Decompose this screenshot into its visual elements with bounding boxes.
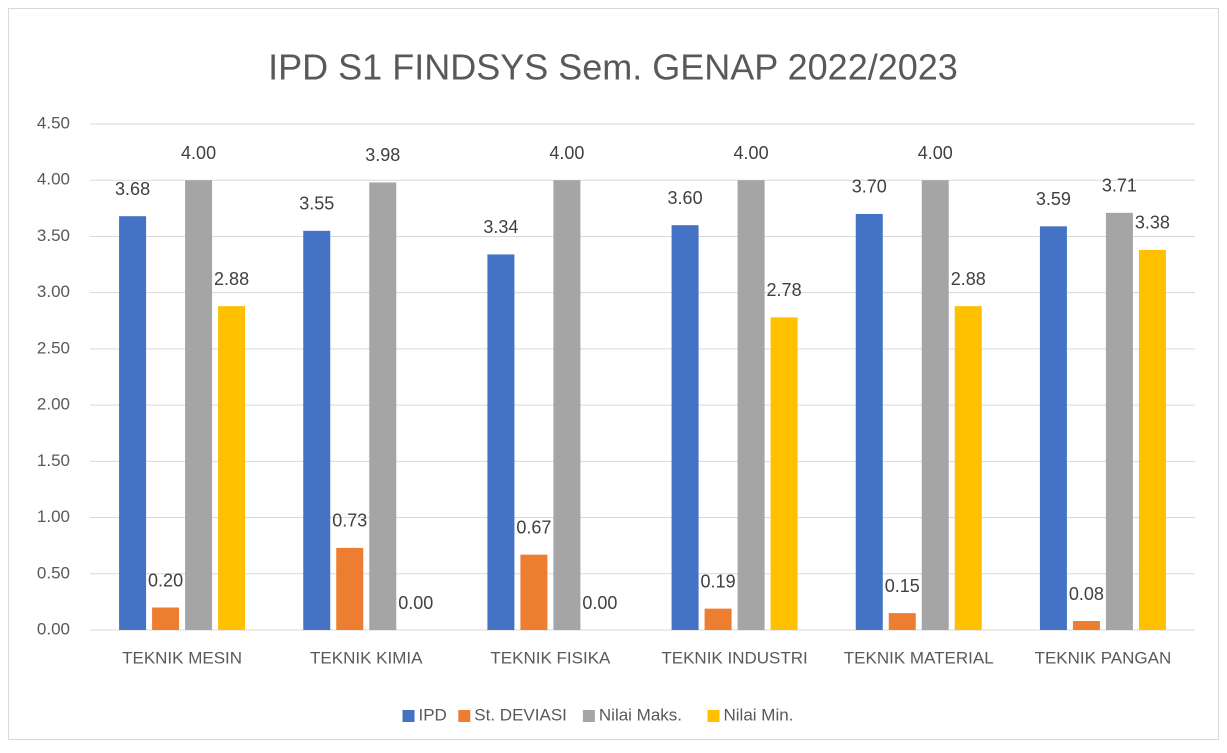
data-label: 4.00 <box>549 143 584 163</box>
legend-label: IPD <box>419 705 447 724</box>
data-label: 2.88 <box>951 269 986 289</box>
bar <box>520 554 548 630</box>
y-tick-label: 2.00 <box>37 395 70 414</box>
chart-title: IPD S1 FINDSYS Sem. GENAP 2022/2023 <box>268 47 958 88</box>
x-tick-label: TEKNIK PANGAN <box>1035 648 1172 667</box>
data-label: 2.88 <box>214 269 249 289</box>
data-label: 4.00 <box>918 143 953 163</box>
bar <box>671 225 699 630</box>
y-tick-label: 0.50 <box>37 563 70 582</box>
bar <box>553 180 581 630</box>
bar <box>855 213 883 630</box>
bar <box>218 306 246 630</box>
data-label: 4.00 <box>734 143 769 163</box>
data-label: 3.60 <box>668 188 703 208</box>
bar <box>1072 621 1100 630</box>
legend-label: St. DEVIASI <box>474 705 567 724</box>
bar <box>336 547 364 630</box>
x-tick-label: TEKNIK MESIN <box>122 648 242 667</box>
bar <box>487 254 515 631</box>
bar <box>1105 212 1133 630</box>
data-label: 3.34 <box>483 217 518 237</box>
y-tick-label: 3.00 <box>37 282 70 301</box>
legend-swatch <box>582 710 595 722</box>
data-label: 0.15 <box>885 576 920 596</box>
legend-swatch <box>402 710 415 722</box>
legend-swatch <box>707 710 720 722</box>
bar <box>1039 226 1067 630</box>
bar <box>185 180 213 630</box>
data-label: 0.73 <box>332 511 367 531</box>
legend-swatch <box>458 710 471 722</box>
y-tick-label: 1.50 <box>37 451 70 470</box>
data-label: 0.00 <box>582 593 617 613</box>
bar <box>737 180 765 630</box>
data-label: 0.08 <box>1069 584 1104 604</box>
data-label: 3.59 <box>1036 189 1071 209</box>
bar <box>303 230 331 631</box>
bar <box>954 306 982 630</box>
bar <box>704 608 732 630</box>
bar <box>888 613 916 630</box>
y-tick-label: 3.50 <box>37 226 70 245</box>
data-label: 3.98 <box>365 145 400 165</box>
data-label: 3.70 <box>852 177 887 197</box>
data-label: 3.71 <box>1102 176 1137 196</box>
y-tick-label: 4.00 <box>37 170 70 189</box>
data-label: 0.00 <box>398 593 433 613</box>
bar <box>770 317 798 630</box>
y-tick-label: 1.00 <box>37 507 70 526</box>
legend-label: Nilai Maks. <box>599 705 682 724</box>
data-label: 0.20 <box>148 570 183 590</box>
y-tick-label: 2.50 <box>37 338 70 357</box>
x-tick-label: TEKNIK INDUSTRI <box>661 648 807 667</box>
legend-label: Nilai Min. <box>724 705 794 724</box>
data-label: 3.38 <box>1135 213 1170 233</box>
data-label: 4.00 <box>181 143 216 163</box>
y-tick-label: 0.00 <box>37 619 70 638</box>
x-tick-label: TEKNIK KIMIA <box>310 648 423 667</box>
y-tick-label: 4.50 <box>37 113 70 132</box>
bar <box>369 182 397 630</box>
x-tick-label: TEKNIK FISIKA <box>490 648 611 667</box>
data-label: 0.67 <box>516 517 551 537</box>
data-label: 0.19 <box>701 571 736 591</box>
x-tick-label: TEKNIK MATERIAL <box>844 648 994 667</box>
bar <box>119 216 147 630</box>
bar <box>1138 249 1166 630</box>
data-label: 3.55 <box>299 194 334 214</box>
bar <box>921 180 949 630</box>
data-label: 3.68 <box>115 179 150 199</box>
bar <box>152 607 180 630</box>
data-label: 2.78 <box>767 280 802 300</box>
